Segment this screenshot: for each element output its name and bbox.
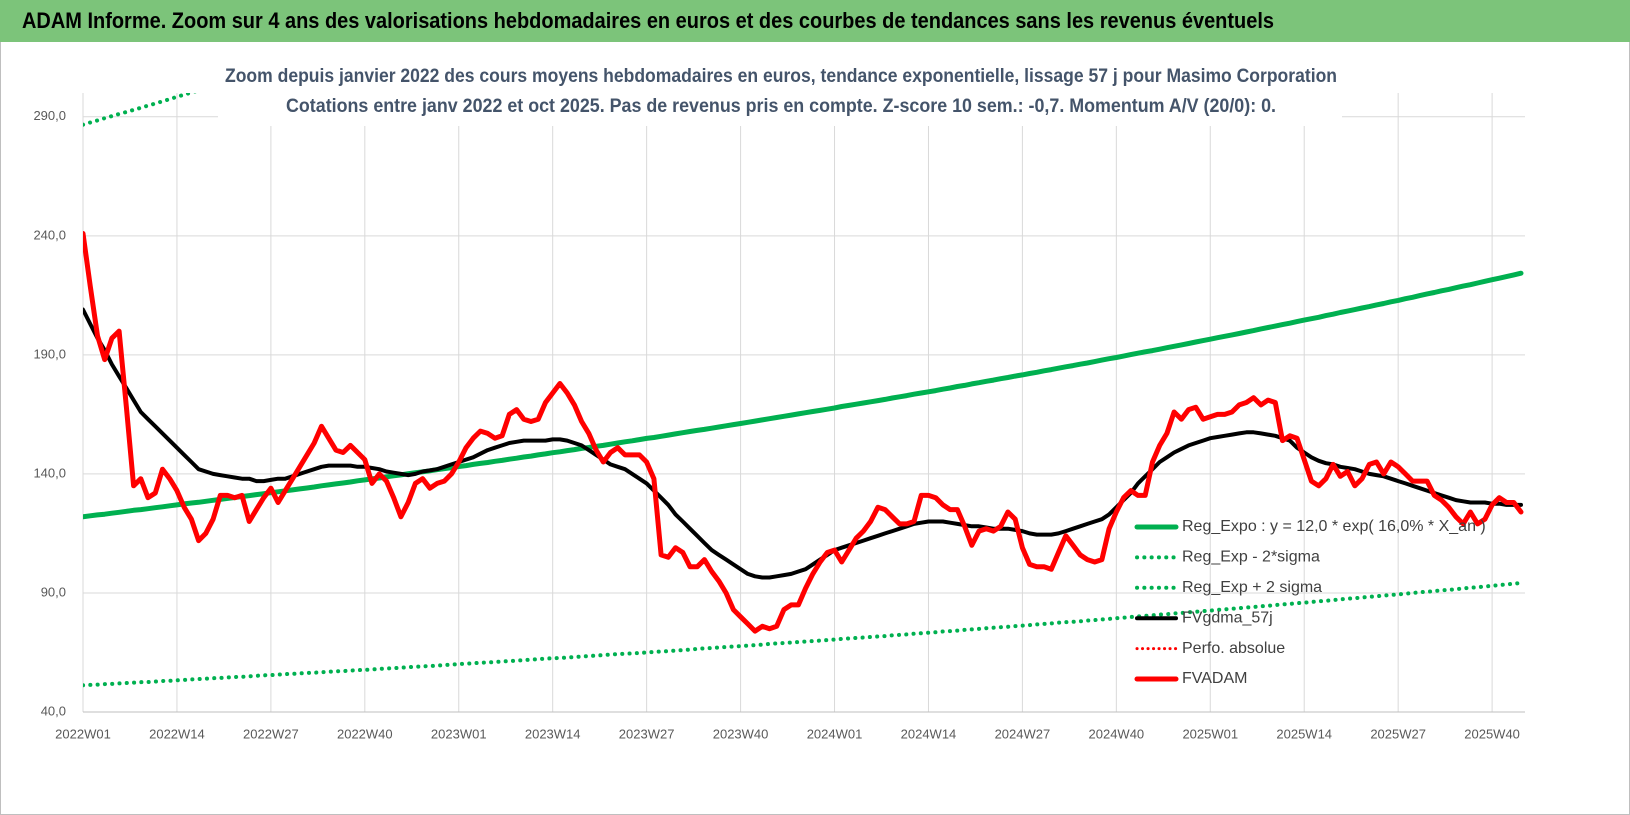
legend-label: Reg_Exp - 2*sigma <box>1182 549 1320 566</box>
header-bar <box>0 0 1630 42</box>
chart-subtitle: Cotations entre janv 2022 et oct 2025. P… <box>286 96 1276 117</box>
title-background <box>218 58 1342 126</box>
legend: Reg_Expo : y = 12,0 * exp( 16,0% * X_an … <box>1134 518 1486 687</box>
legend-label: FVgdma_57j <box>1182 609 1273 626</box>
x-tick-label: 2025W40 <box>1464 726 1520 741</box>
series-line <box>83 231 1524 634</box>
series-line <box>83 581 1523 688</box>
x-tick-label: 2023W01 <box>431 726 487 741</box>
x-tick-label: 2024W01 <box>807 726 863 741</box>
x-tick-label: 2024W40 <box>1089 726 1145 741</box>
x-tick-label: 2022W14 <box>149 726 205 741</box>
lines <box>83 93 1524 688</box>
chart-title: Zoom depuis janvier 2022 des cours moyen… <box>225 66 1337 87</box>
y-tick-label: 40,0 <box>41 703 66 718</box>
grid: 40,0 90,0 140,0 190,0 240,0 290,0 2022W01 2022W… <box>33 93 1525 741</box>
x-tick-label: 2022W27 <box>243 726 299 741</box>
header-title: ADAM Informe. Zoom sur 4 ans des valoris… <box>22 8 1274 33</box>
series-line <box>83 270 1524 520</box>
x-tick-label: 2022W40 <box>337 726 393 741</box>
legend-label: Reg_Expo : y = 12,0 * exp( 16,0% * X_an … <box>1182 518 1486 535</box>
y-tick-label: 290,0 <box>33 108 66 123</box>
y-tick-label: 190,0 <box>33 346 66 361</box>
legend-label: Reg_Exp + 2 sigma <box>1182 579 1322 596</box>
legend-label: Perfo. absolue <box>1182 640 1285 657</box>
x-tick-label: 2025W14 <box>1276 726 1332 741</box>
y-tick-label: 90,0 <box>41 584 66 599</box>
y-tick-label: 240,0 <box>33 227 66 242</box>
x-tick-label: 2025W01 <box>1182 726 1238 741</box>
x-tick-label: 2025W27 <box>1370 726 1426 741</box>
legend-label: FVADAM <box>1182 670 1247 687</box>
x-tick-label: 2022W01 <box>55 726 111 741</box>
y-tick-label: 140,0 <box>33 465 66 480</box>
x-tick-label: 2023W27 <box>619 726 675 741</box>
x-tick-label: 2024W27 <box>995 726 1051 741</box>
x-tick-label: 2023W14 <box>525 726 581 741</box>
x-tick-label: 2023W40 <box>713 726 769 741</box>
x-tick-label: 2024W14 <box>901 726 957 741</box>
